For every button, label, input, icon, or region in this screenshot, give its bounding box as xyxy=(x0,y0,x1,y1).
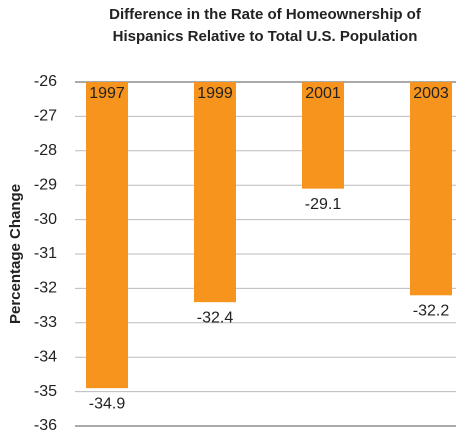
y-tick-label: -28 xyxy=(34,142,57,159)
y-tick-label: -33 xyxy=(34,314,57,331)
category-label: 2001 xyxy=(305,85,341,102)
y-tick-label: -27 xyxy=(34,108,57,125)
bar xyxy=(302,82,344,189)
value-label: -32.4 xyxy=(197,309,234,326)
y-tick-label: -32 xyxy=(34,280,57,297)
y-tick-label: -29 xyxy=(34,176,57,193)
category-label: 1997 xyxy=(89,85,125,102)
y-tick-label: -34 xyxy=(34,348,57,365)
bar xyxy=(194,82,236,303)
value-label: -32.2 xyxy=(413,302,450,319)
category-label: 1999 xyxy=(197,85,233,102)
y-tick-label: -35 xyxy=(34,383,57,400)
y-tick-label: -36 xyxy=(34,417,57,430)
y-tick-label: -30 xyxy=(34,211,57,228)
category-label: 2003 xyxy=(413,85,449,102)
bar xyxy=(86,82,128,389)
y-axis-title: Percentage Change xyxy=(7,184,24,324)
value-label: -29.1 xyxy=(305,196,342,213)
value-label: -34.9 xyxy=(89,395,126,412)
bar xyxy=(410,82,452,296)
y-tick-label: -31 xyxy=(34,245,57,262)
y-tick-label: -26 xyxy=(34,73,57,90)
chart-title: Difference in the Rate of Homeownership … xyxy=(109,6,421,45)
